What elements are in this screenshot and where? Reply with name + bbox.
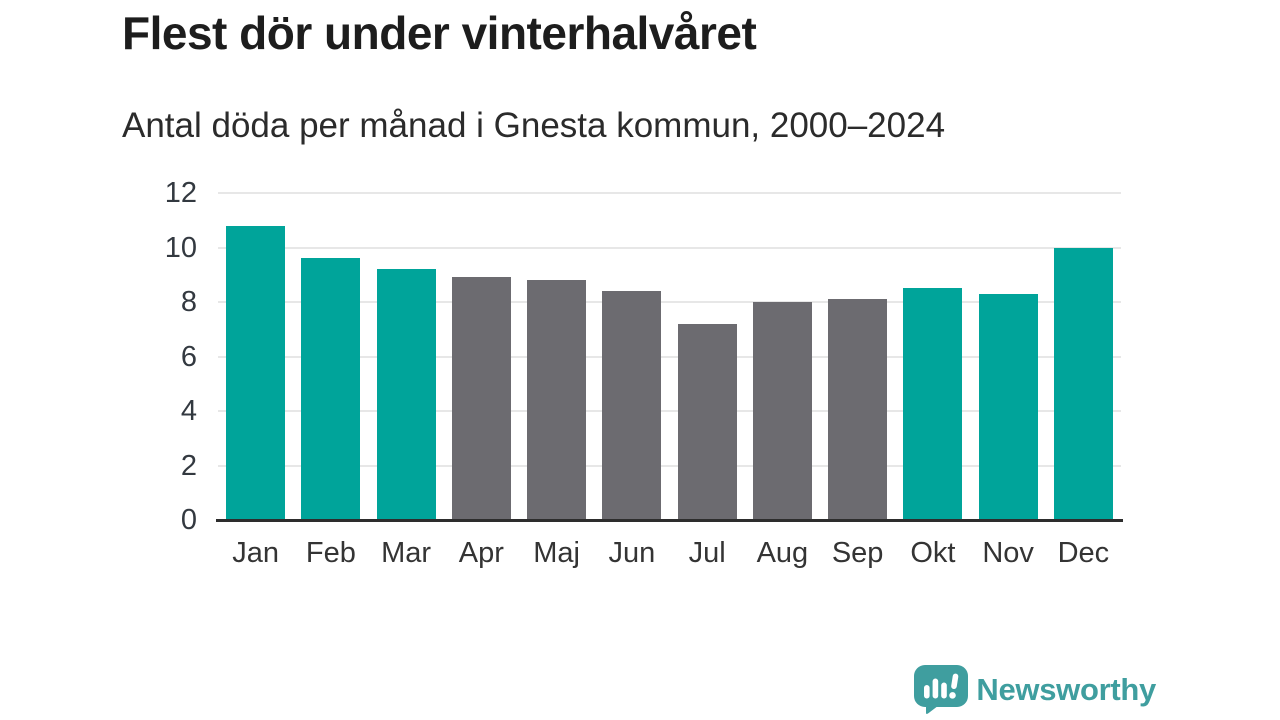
bar-jul xyxy=(677,323,737,520)
x-tick-label-feb: Feb xyxy=(305,537,356,569)
x-tick-label-jan: Jan xyxy=(232,537,279,569)
x-tick-label-sep: Sep xyxy=(831,537,884,569)
bar-dec xyxy=(1053,247,1113,520)
y-tick-label-0: 0 xyxy=(180,504,197,536)
plot-area: 0 2 4 6 8 10 12 Jan Feb Mar Apr Maj Jun Jul Aug Sep Okt N… xyxy=(165,178,1123,569)
newsworthy-logo: Newsworthy xyxy=(913,664,1156,715)
bar-okt xyxy=(903,288,963,520)
bar-aug xyxy=(752,302,812,520)
bar-mar xyxy=(376,269,436,520)
y-tick-label-8: 8 xyxy=(180,286,197,318)
bar-jan xyxy=(226,225,286,520)
y-tick-label-10: 10 xyxy=(164,231,197,264)
bar-feb xyxy=(301,258,361,520)
chart-subtitle: Antal döda per månad i Gnesta kommun, 20… xyxy=(122,106,946,145)
x-tick-label-okt: Okt xyxy=(910,537,956,569)
bar-apr xyxy=(451,277,511,520)
newsworthy-logo-text: Newsworthy xyxy=(976,671,1156,707)
gridline-y-12 xyxy=(218,192,1121,194)
x-axis-line xyxy=(216,519,1123,522)
x-tick-label-dec: Dec xyxy=(1057,537,1110,569)
y-tick-label-2: 2 xyxy=(180,449,197,482)
newsworthy-logo-icon xyxy=(913,664,969,715)
y-tick-label-4: 4 xyxy=(180,395,197,427)
bar-jun xyxy=(602,291,662,520)
gridline-y-4 xyxy=(218,410,1121,412)
y-tick-label-12: 12 xyxy=(164,177,197,209)
gridline-y-10 xyxy=(218,246,1121,249)
x-tick-label-mar: Mar xyxy=(381,537,432,569)
x-tick-label-maj: Maj xyxy=(533,537,580,569)
bar-nov xyxy=(978,293,1038,520)
x-tick-label-jun: Jun xyxy=(608,537,656,569)
x-tick-label-nov: Nov xyxy=(982,537,1034,569)
x-tick-label-jul: Jul xyxy=(688,537,726,569)
gridline-y-2 xyxy=(218,464,1121,467)
bar-sep xyxy=(828,299,888,520)
chart-title: Flest dör under vinterhalvåret xyxy=(122,7,757,59)
bar-maj xyxy=(527,280,587,520)
x-tick-label-aug: Aug xyxy=(756,537,809,569)
y-tick-label-6: 6 xyxy=(180,340,197,373)
gridline-y-6 xyxy=(218,355,1121,358)
x-tick-label-apr: Apr xyxy=(458,537,504,569)
gridline-y-8 xyxy=(218,301,1121,303)
